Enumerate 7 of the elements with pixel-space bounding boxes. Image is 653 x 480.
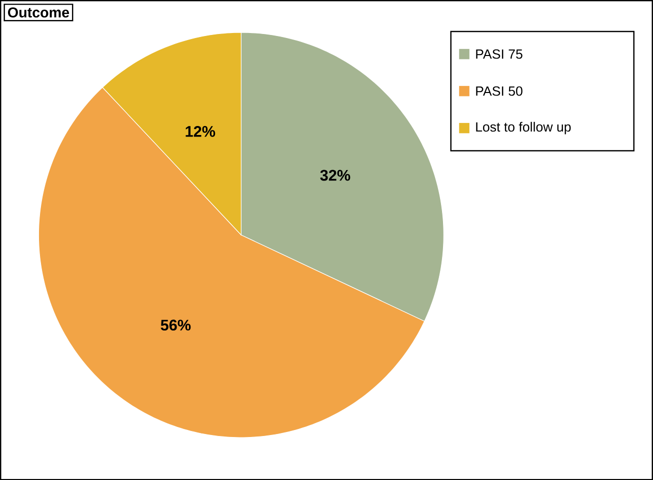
legend-label: PASI 75	[476, 49, 522, 59]
data-label: 32%	[320, 170, 350, 181]
legend-label: Lost to follow up	[476, 122, 571, 134]
data-label: 56%	[160, 320, 191, 330]
legend-label: PASI 50	[476, 86, 522, 96]
data-label: 12%	[186, 126, 216, 137]
chart-title: Outcome	[8, 7, 70, 18]
